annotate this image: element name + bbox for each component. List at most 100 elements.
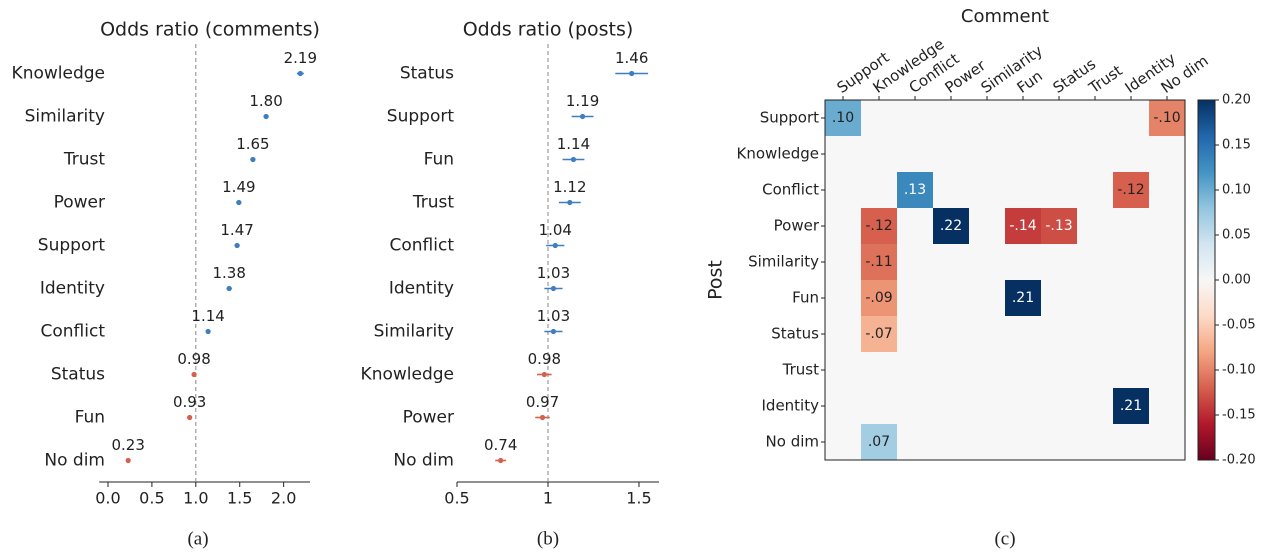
value-label: 2.19	[284, 49, 317, 67]
cell-label: .21	[1012, 290, 1034, 306]
value-label: 1.12	[553, 178, 586, 196]
value-label: 0.23	[111, 436, 144, 454]
point	[579, 113, 586, 120]
row-label: Trust	[782, 361, 819, 379]
chart-title: Odds ratio (comments)	[100, 19, 320, 41]
category-label: Identity	[389, 279, 454, 299]
colorbar-tick-label: -0.15	[1222, 408, 1256, 423]
colorbar-tick-label: 0.05	[1222, 228, 1251, 243]
value-label: 1.03	[537, 307, 570, 325]
category-label: Fun	[75, 408, 105, 428]
heatmap-frame	[824, 99, 1186, 461]
category-label: Support	[38, 236, 106, 256]
point	[263, 113, 269, 120]
row-label: Knowledge	[737, 145, 819, 163]
colorbar-tick-label: -0.05	[1222, 318, 1256, 333]
category-label: Fun	[424, 150, 454, 170]
point	[567, 199, 573, 206]
cell-label: -.10	[1153, 110, 1180, 126]
cell	[861, 208, 897, 244]
category-label: No dim	[44, 451, 105, 471]
cell-label: .07	[868, 434, 890, 450]
cell	[1149, 100, 1185, 136]
point	[539, 414, 546, 421]
point	[187, 414, 193, 421]
cell	[861, 280, 897, 316]
point	[552, 242, 558, 249]
cell-label: -.12	[1117, 182, 1144, 198]
y-axis-title: Post	[705, 260, 727, 300]
x-tick-label: 0.5	[139, 489, 164, 508]
category-label: Trust	[412, 193, 455, 213]
row-label: Power	[774, 217, 820, 235]
cell-label: -.13	[1045, 218, 1072, 234]
category-label: Similarity	[374, 322, 454, 342]
cell	[1113, 388, 1149, 424]
value-label: 1.38	[212, 264, 245, 282]
caption: (a)	[187, 528, 208, 549]
value-label: 1.19	[566, 92, 599, 110]
cell-label: -.11	[865, 254, 892, 270]
row-label: No dim	[766, 433, 819, 451]
point	[297, 70, 303, 77]
value-label: 0.97	[526, 393, 559, 411]
point	[550, 328, 557, 335]
cell-label: -.12	[865, 218, 892, 234]
category-label: No dim	[393, 451, 454, 471]
value-label: 1.14	[191, 307, 224, 325]
caption: (c)	[994, 528, 1015, 549]
x-tick-label: 1.5	[227, 489, 252, 508]
cell-label: .13	[904, 182, 926, 198]
row-label: Conflict	[762, 181, 819, 199]
point	[125, 457, 131, 464]
colorbar-tick-label: 0.20	[1222, 93, 1251, 108]
category-label: Conflict	[41, 322, 106, 342]
category-label: Conflict	[390, 236, 455, 256]
category-label: Knowledge	[12, 64, 105, 84]
row-label: Support	[760, 109, 819, 127]
colorbar-tick-label: 0.15	[1222, 138, 1251, 153]
cell-label: -.09	[865, 290, 892, 306]
cell	[1041, 208, 1077, 244]
colorbar-tick-label: 0.00	[1222, 273, 1251, 288]
category-label: Identity	[40, 279, 105, 299]
cell-label: -.14	[1009, 218, 1036, 234]
value-label: 0.74	[484, 436, 517, 454]
point	[250, 156, 256, 163]
category-label: Power	[403, 408, 454, 428]
cell	[933, 208, 969, 244]
cell	[861, 316, 897, 352]
x-tick-label: 1.0	[183, 489, 208, 508]
value-label: 1.65	[236, 135, 269, 153]
value-label: 0.98	[177, 350, 210, 368]
point	[550, 285, 557, 292]
point	[191, 371, 197, 378]
value-label: 1.49	[222, 178, 255, 196]
point	[570, 156, 577, 163]
category-label: Status	[400, 64, 454, 84]
cell	[1005, 280, 1041, 316]
value-label: 0.98	[528, 350, 561, 368]
point	[629, 70, 635, 77]
cell-label: .22	[940, 218, 962, 234]
category-label: Power	[54, 193, 105, 213]
caption: (b)	[537, 528, 559, 549]
row-label: Fun	[792, 289, 819, 307]
row-label: Status	[771, 325, 819, 343]
x-tick-label: 0.0	[95, 489, 120, 508]
colorbar-tick-label: -0.10	[1222, 363, 1256, 378]
x-tick-label: 0.5	[444, 489, 469, 508]
colorbar	[1197, 99, 1216, 461]
value-label: 1.47	[220, 221, 253, 239]
x-tick-label: 1	[543, 489, 553, 508]
value-label: 1.14	[557, 135, 590, 153]
cell	[1113, 172, 1149, 208]
category-label: Knowledge	[361, 365, 454, 385]
row-label: Similarity	[748, 253, 819, 271]
point	[541, 371, 547, 378]
value-label: 1.80	[249, 92, 282, 110]
point	[236, 199, 242, 206]
cell	[1005, 208, 1041, 244]
value-label: 0.93	[173, 393, 206, 411]
